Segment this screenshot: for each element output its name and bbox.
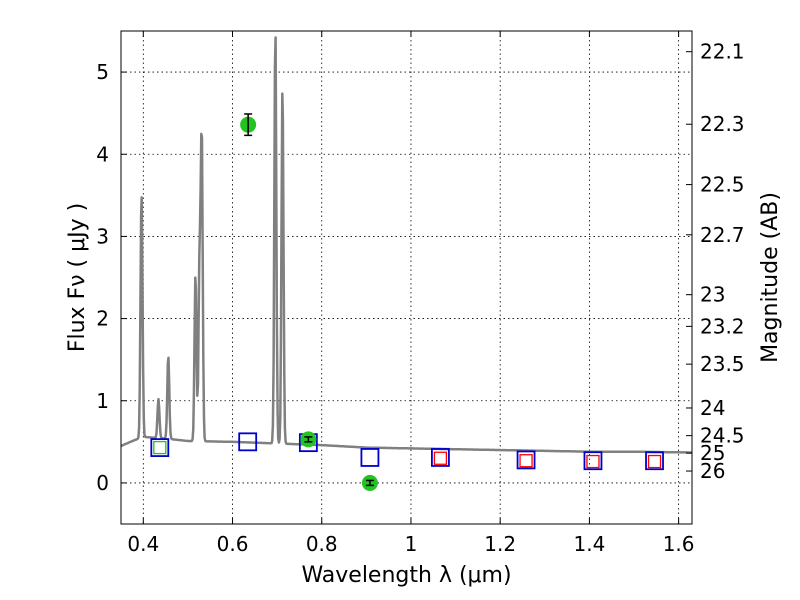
x-tick-label: 0.8 [306, 532, 338, 556]
model-point-red [433, 451, 448, 465]
y-tick-label: 1 [96, 389, 109, 413]
x-tick-label: 0.6 [217, 532, 249, 556]
model-point-red [647, 454, 662, 469]
x-tick-label: 1.4 [573, 532, 605, 556]
y-tick-label: 0 [96, 471, 109, 495]
x-axis-label: Wavelength λ (μm) [301, 563, 511, 588]
x-tick-label: 1 [405, 532, 418, 556]
model-point-blue [516, 450, 536, 470]
plot-frame [120, 30, 693, 525]
y-tick-label: 5 [96, 60, 109, 84]
y-tick-label: 2 [96, 307, 109, 331]
right-tick-label: 24.5 [700, 424, 745, 448]
right-tick-label: 23.2 [700, 314, 745, 338]
x-tick-label: 1.2 [484, 532, 516, 556]
right-axis-label: Magnitude (AB) [758, 192, 783, 363]
y-tick-label: 3 [96, 224, 109, 248]
x-tick-label: 1.6 [663, 532, 695, 556]
right-tick-label: 23.5 [700, 352, 745, 376]
marker-layer [150, 113, 664, 491]
model-point-blue [645, 451, 664, 471]
spectrum-layer [120, 36, 693, 454]
right-tick-label: 22.5 [700, 173, 745, 197]
model-point-blue [150, 438, 170, 457]
right-tick-label: 22.7 [700, 223, 745, 247]
y-tick-label: 4 [96, 142, 109, 166]
model-point-green [153, 440, 167, 455]
model-point-blue [238, 432, 258, 452]
x-tick-label: 0.4 [127, 532, 159, 556]
model-point-blue [360, 448, 380, 467]
grid-lines [121, 31, 692, 524]
right-tick-label: 22.1 [700, 40, 745, 64]
spectrum-line [120, 36, 693, 454]
right-tick-label: 25 [700, 441, 725, 465]
right-tick-label: 23 [700, 283, 725, 307]
tick-layer: 0.4 0.6 0.8 1 1.2 1.4 1.601234522.122.322.522.… [96, 31, 745, 556]
model-point-red [586, 454, 600, 469]
right-tick-label: 24 [700, 396, 725, 420]
y-axis-label: Flux Fν ( μJy ) [65, 203, 90, 352]
model-point-red [519, 454, 533, 468]
model-point-blue [583, 451, 603, 471]
right-tick-label: 22.3 [700, 112, 745, 136]
right-tick-label: 26 [700, 459, 725, 483]
model-point-blue [431, 448, 450, 467]
